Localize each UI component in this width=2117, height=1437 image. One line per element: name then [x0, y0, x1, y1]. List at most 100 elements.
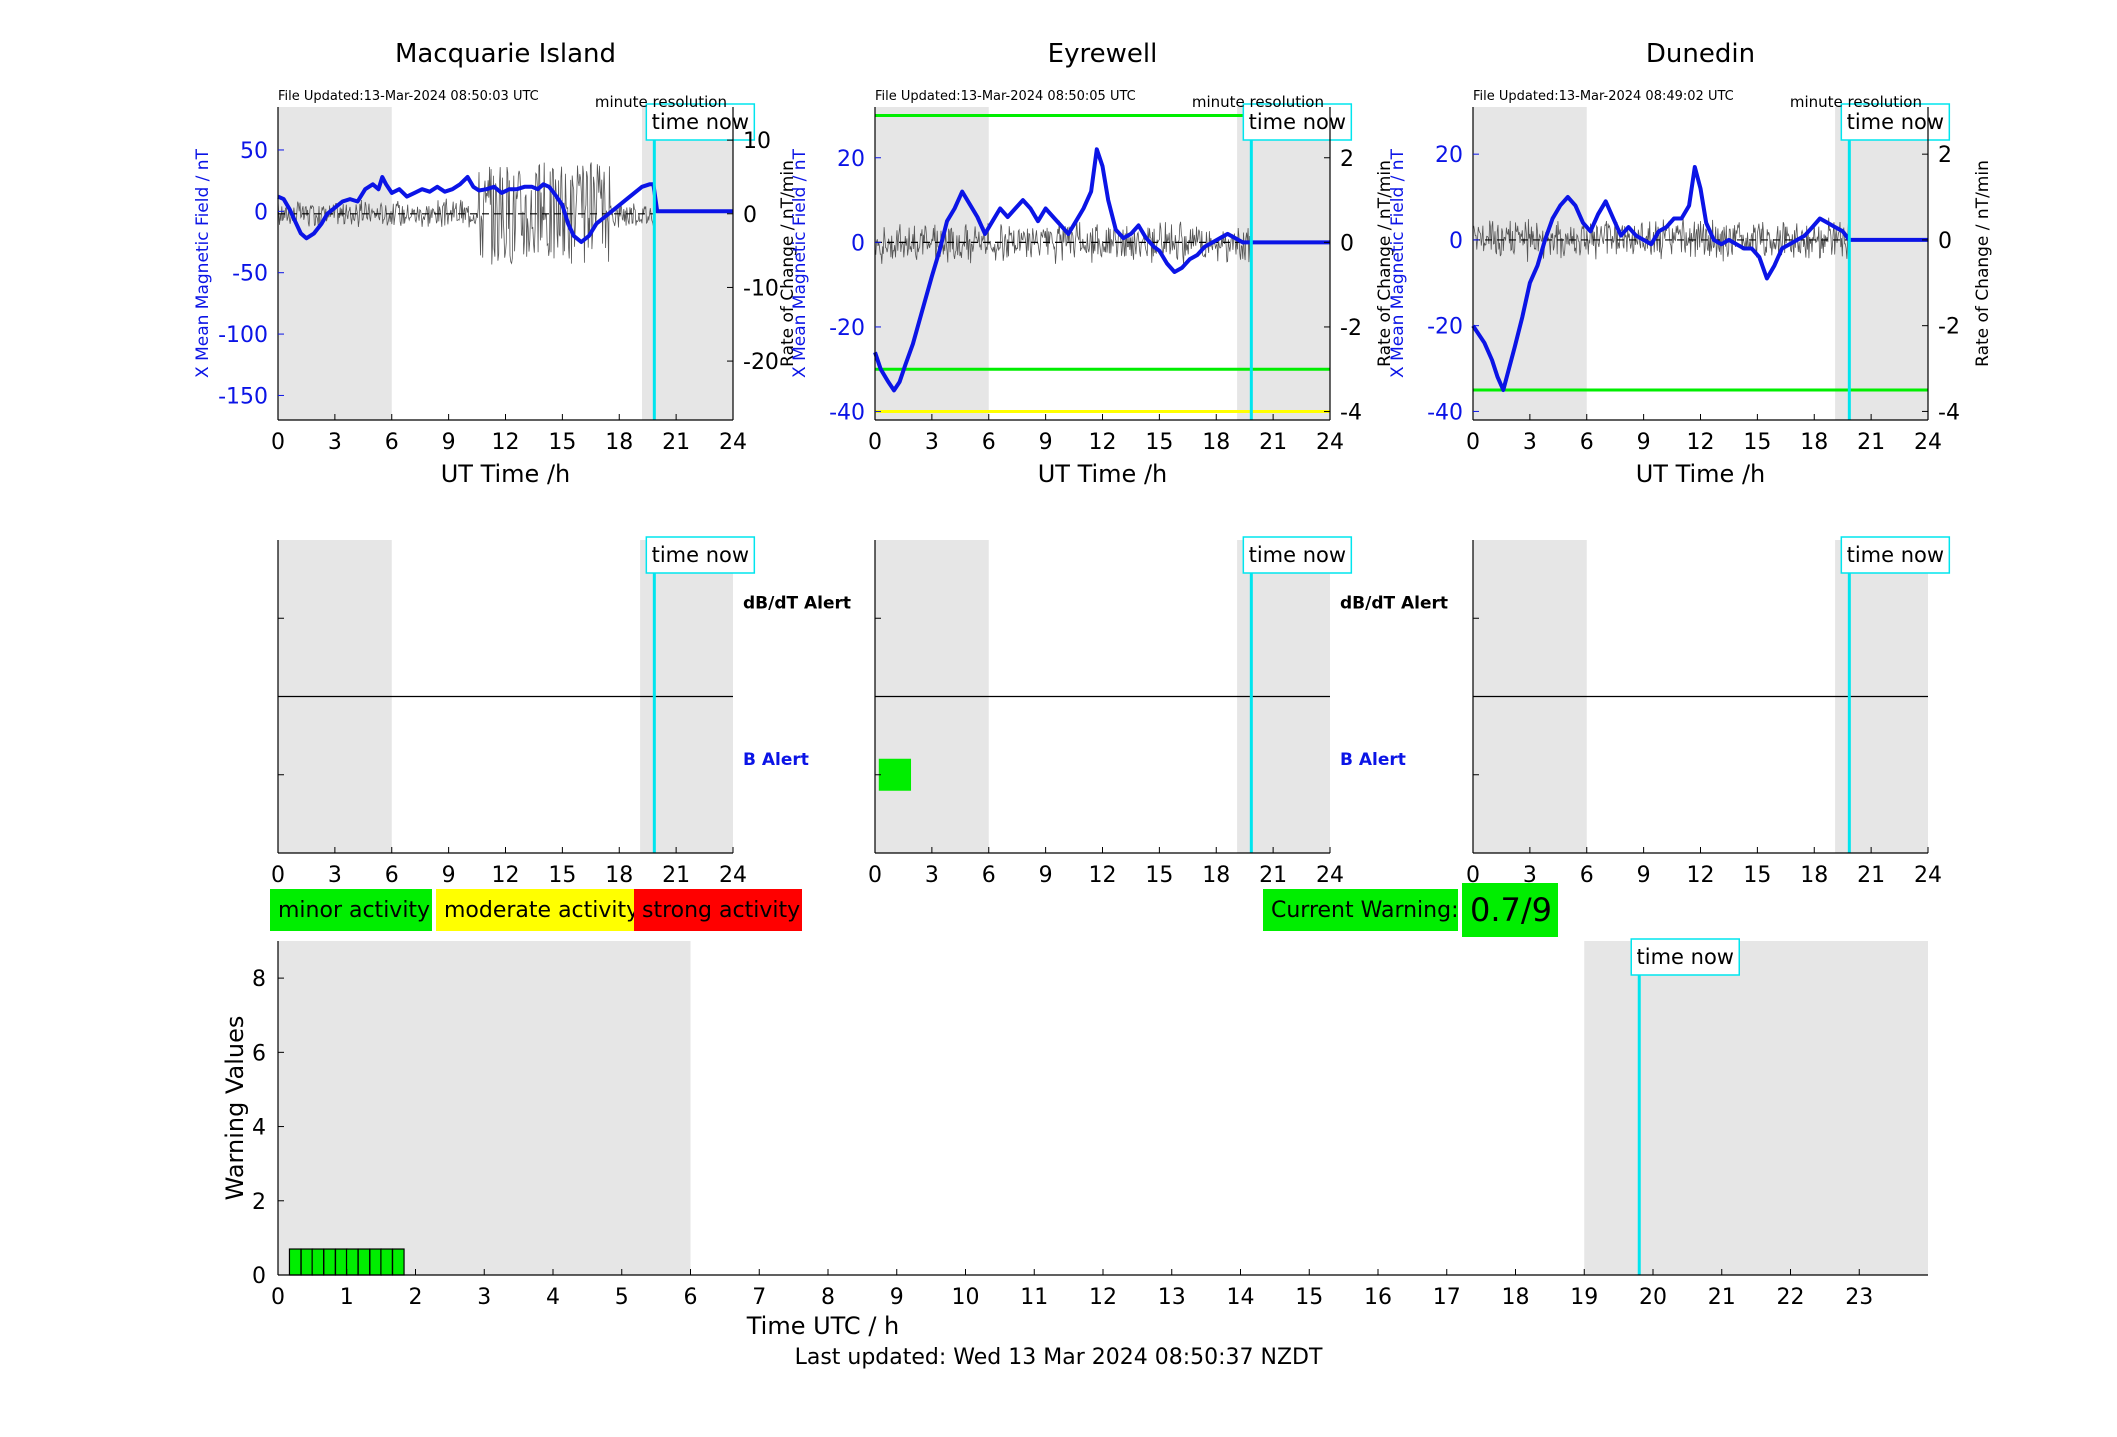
x-tick-label: 24	[1914, 430, 1942, 455]
dbdt-alert-label: dB/dT Alert	[1340, 593, 1448, 613]
x-tick-label: 24	[719, 430, 747, 455]
x-tick-label: 18	[605, 863, 633, 888]
x-tick-label: 0	[868, 430, 882, 455]
x-tick-label: 12	[1089, 863, 1117, 888]
minute-resolution-text: minute resolution	[595, 93, 727, 111]
minute-resolution-text: minute resolution	[1192, 93, 1324, 111]
x-tick-label: 18	[1202, 863, 1230, 888]
current-warning-value: 0.7/9	[1462, 883, 1558, 937]
warning-bar	[380, 1248, 393, 1276]
x-tick-label: 2	[409, 1285, 423, 1310]
x-tick-label: 15	[548, 430, 576, 455]
x-tick-label: 3	[328, 430, 342, 455]
x-tick-label: 9	[442, 430, 456, 455]
y-right-tick-label: 0	[1938, 229, 1952, 254]
time-now-box	[1242, 103, 1353, 141]
warning-bar	[323, 1248, 336, 1276]
y-tick-label: 0	[254, 200, 268, 225]
x-tick-label: 24	[1316, 863, 1344, 888]
x-tick-label: 8	[821, 1285, 835, 1310]
x-tick-label: 22	[1777, 1285, 1805, 1310]
time-now-box	[1630, 938, 1740, 976]
panel-alert-3: time now 0 3 6 9 12 15 18 21 24	[1466, 536, 1951, 888]
y-tick-label: 0	[252, 1264, 266, 1289]
y-right-tick-label: 10	[743, 129, 771, 154]
x-tick-label: 16	[1364, 1285, 1392, 1310]
x-tick-label: 19	[1570, 1285, 1598, 1310]
y-right-tick-label: 2	[1340, 147, 1354, 172]
current-warning-label: Current Warning:	[1263, 889, 1458, 931]
x-tick-label: 6	[385, 863, 399, 888]
night-shade	[278, 107, 392, 420]
x-tick-label: 17	[1433, 1285, 1461, 1310]
x-tick-label: 15	[1295, 1285, 1323, 1310]
legend-moderate-activity: moderate activity	[436, 889, 639, 931]
warning-bar	[391, 1248, 405, 1276]
x-tick-label: 12	[1687, 863, 1715, 888]
last-updated: Last updated: Wed 13 Mar 2024 08:50:37 N…	[794, 1345, 1323, 1370]
x-tick-label: 9	[890, 1285, 904, 1310]
night-shade	[642, 107, 733, 420]
night-shade	[278, 941, 691, 1275]
y-tick-label: 0	[1449, 229, 1463, 254]
b-series-line	[277, 175, 733, 244]
y-axis-label: X Mean Magnetic Field / nT	[790, 148, 810, 378]
x-tick-label: 13	[1158, 1285, 1186, 1310]
x-tick-label: 9	[1039, 430, 1053, 455]
b-series-line	[1471, 165, 1928, 392]
x-tick-label: 0	[868, 863, 882, 888]
x-tick-label: 12	[1687, 430, 1715, 455]
x-tick-label: 18	[1202, 430, 1230, 455]
y-right-axis-label: Rate of Change / nT/min	[1973, 160, 1993, 367]
y-right-tick-label: -4	[1938, 400, 1960, 425]
x-tick-label: 18	[1800, 430, 1828, 455]
y-tick-label: -150	[218, 384, 268, 409]
y-axis-label: X Mean Magnetic Field / nT	[193, 148, 213, 378]
x-tick-label: 21	[662, 863, 690, 888]
x-tick-label: 21	[1857, 430, 1885, 455]
x-tick-label: 9	[1637, 863, 1651, 888]
x-axis-label: Time UTC / h	[746, 1312, 900, 1340]
x-tick-label: 15	[1743, 863, 1771, 888]
time-now-label: time now	[1249, 543, 1346, 567]
current-warning-number: 0.7/9	[1470, 891, 1553, 929]
x-tick-label: 7	[752, 1285, 766, 1310]
x-tick-label: 15	[1145, 863, 1173, 888]
y-tick-label: -50	[232, 262, 268, 287]
x-tick-label: 15	[1743, 430, 1771, 455]
y-right-axis-label: Rate of Change / nT/min	[1375, 160, 1395, 367]
x-tick-label: 9	[1637, 430, 1651, 455]
x-tick-label: 0	[271, 430, 285, 455]
night-shade	[1584, 941, 1928, 1275]
x-tick-label: 24	[719, 863, 747, 888]
x-tick-label: 3	[328, 863, 342, 888]
y-tick-label: 4	[252, 1116, 266, 1141]
panel-alert-1: time now 0 3 6 9 12 15 18 21 24 dB/dT Alert B Alert	[271, 536, 851, 888]
panel-title: Macquarie Island	[395, 39, 616, 69]
y-right-tick-label: -10	[743, 276, 779, 301]
night-shade	[1473, 107, 1587, 420]
y-tick-label: 50	[240, 139, 268, 164]
y-tick-label: -40	[829, 401, 865, 426]
panel-alert-2: time now 0 3 6 9 12 15 18 21 24 dB/dT Alert B Alert	[868, 536, 1448, 888]
x-tick-label: 6	[1580, 863, 1594, 888]
x-tick-label: 6	[982, 430, 996, 455]
x-tick-label: 4	[546, 1285, 560, 1310]
time-now-label: time now	[1249, 110, 1346, 134]
legend-strong-activity: strong activity	[634, 889, 802, 931]
x-tick-label: 21	[1259, 430, 1287, 455]
x-tick-label: 3	[925, 430, 939, 455]
x-tick-label: 21	[1857, 863, 1885, 888]
x-tick-label: 6	[385, 430, 399, 455]
legend-strong-label: strong activity	[642, 897, 801, 923]
x-tick-label: 21	[1708, 1285, 1736, 1310]
panel-title: Dunedin	[1646, 39, 1755, 69]
x-tick-label: 0	[271, 1285, 285, 1310]
x-tick-label: 21	[662, 430, 690, 455]
x-tick-label: 3	[1523, 430, 1537, 455]
y-right-tick-label: -2	[1340, 316, 1362, 341]
x-axis-label: UT Time /h	[1636, 460, 1766, 488]
